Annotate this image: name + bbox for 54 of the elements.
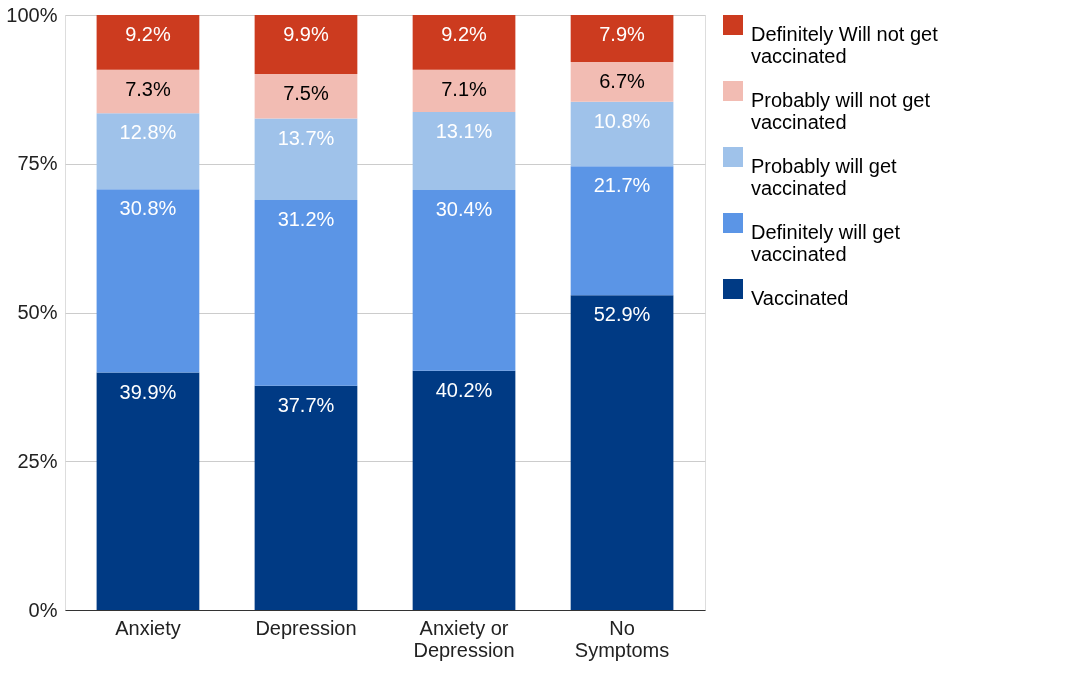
- bar: [96, 189, 200, 373]
- bar: [412, 69, 516, 112]
- data-label: 12.8%: [119, 121, 177, 144]
- data-label: 10.8%: [593, 109, 651, 132]
- y-tick-label: 25%: [17, 449, 58, 472]
- data-label: 7.3%: [125, 77, 171, 100]
- data-label: 9.9%: [283, 23, 329, 45]
- data-label: 40.2%: [435, 378, 493, 401]
- data-label: 39.9%: [119, 380, 177, 403]
- bar: [412, 15, 516, 70]
- bar: [412, 189, 516, 371]
- data-label: 37.7%: [277, 393, 335, 416]
- data-label: 21.7%: [593, 174, 651, 197]
- legend-label: Definitely Will not get vaccinated: [751, 23, 939, 67]
- bar: [570, 295, 674, 610]
- bar: [254, 385, 358, 610]
- legend-label: Definitely will get vaccinated: [751, 221, 901, 265]
- bar: [570, 101, 674, 167]
- y-tick-label: 75%: [17, 152, 58, 175]
- bar: [254, 73, 358, 119]
- data-label: 9.2%: [125, 23, 171, 45]
- data-label: 7.5%: [283, 81, 329, 104]
- bar: [96, 372, 200, 610]
- x-tick-label: Depression: [255, 616, 357, 639]
- data-label: 31.2%: [277, 208, 335, 231]
- bar: [570, 15, 674, 63]
- bar: [254, 15, 358, 74]
- bar: [96, 15, 200, 70]
- y-tick-label: 0%: [28, 598, 58, 621]
- x-tick-label: Anxiety: [115, 616, 181, 639]
- data-label: 6.7%: [599, 70, 646, 92]
- bar: [570, 166, 674, 296]
- data-label: 13.1%: [435, 119, 493, 142]
- data-label: 30.8%: [119, 197, 177, 220]
- bar: [96, 69, 200, 114]
- data-label: 7.9%: [599, 23, 646, 45]
- data-label: 30.4%: [435, 197, 493, 220]
- bar: [412, 370, 516, 610]
- data-label: 13.7%: [277, 126, 335, 149]
- bar: [412, 111, 516, 190]
- bar: [254, 200, 358, 386]
- y-tick-label: 100%: [6, 3, 58, 26]
- data-label: 9.2%: [441, 23, 488, 45]
- x-tick-label: No Symptoms: [574, 616, 670, 661]
- legend-label: Vaccinated: [751, 287, 849, 309]
- legend-label: Probably will get vaccinated: [751, 155, 898, 199]
- y-tick-label: 50%: [17, 301, 58, 323]
- bar: [570, 62, 674, 102]
- x-tick-label: Anxiety or Depression: [413, 616, 515, 661]
- bar: [254, 118, 358, 201]
- bar: [96, 113, 200, 190]
- data-label: 7.1%: [441, 77, 488, 100]
- legend-label: Probably will not get vaccinated: [751, 89, 931, 133]
- data-label: 52.9%: [593, 303, 651, 326]
